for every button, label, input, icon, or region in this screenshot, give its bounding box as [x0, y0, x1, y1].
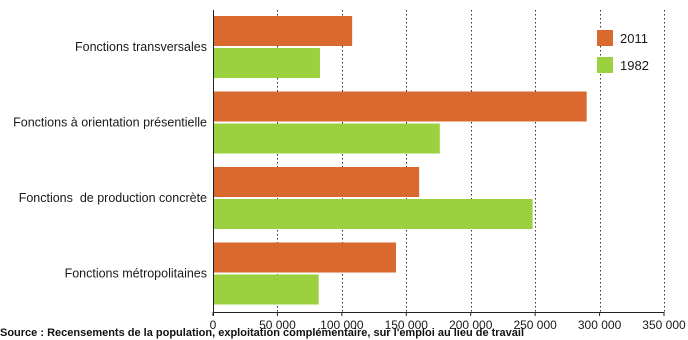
bar-1982-4: [213, 274, 319, 305]
category-label: Fonctions à orientation présentielle: [13, 116, 207, 130]
bar-2011-3: [213, 167, 420, 197]
x-tick-label: 200 000: [449, 318, 493, 332]
category-label: Fonctions métropolitaines: [65, 267, 207, 281]
bar-1982-1: [213, 48, 320, 78]
bar-2011-1: [213, 16, 353, 46]
legend-swatch-2011: [597, 30, 613, 46]
x-tick-label: 50 000: [259, 318, 296, 332]
category-label: Fonctions transversales: [75, 40, 207, 54]
x-tick-label: 350 000: [642, 318, 686, 332]
legend: 2011 1982: [597, 30, 649, 73]
x-tick-label: 300 000: [578, 318, 622, 332]
category-label: Fonctions de production concrète: [19, 191, 207, 205]
x-tick-label: 250 000: [513, 318, 557, 332]
bar-2011-2: [213, 91, 587, 122]
bar-1982-2: [213, 123, 440, 154]
source-note: Source : Recensements de la population, …: [0, 327, 525, 339]
x-tick-label: 0: [210, 318, 217, 332]
axes: Fonctions transversales Fonctions à orien…: [13, 10, 686, 332]
x-tick-label: 150 000: [385, 318, 429, 332]
bar-1982-3: [213, 199, 533, 229]
x-tick-label: 100 000: [320, 318, 364, 332]
bar-2011-4: [213, 242, 396, 273]
legend-label-2011: 2011: [620, 31, 648, 46]
legend-swatch-1982: [597, 57, 613, 73]
bars: [213, 16, 587, 305]
legend-label-1982: 1982: [620, 58, 649, 73]
